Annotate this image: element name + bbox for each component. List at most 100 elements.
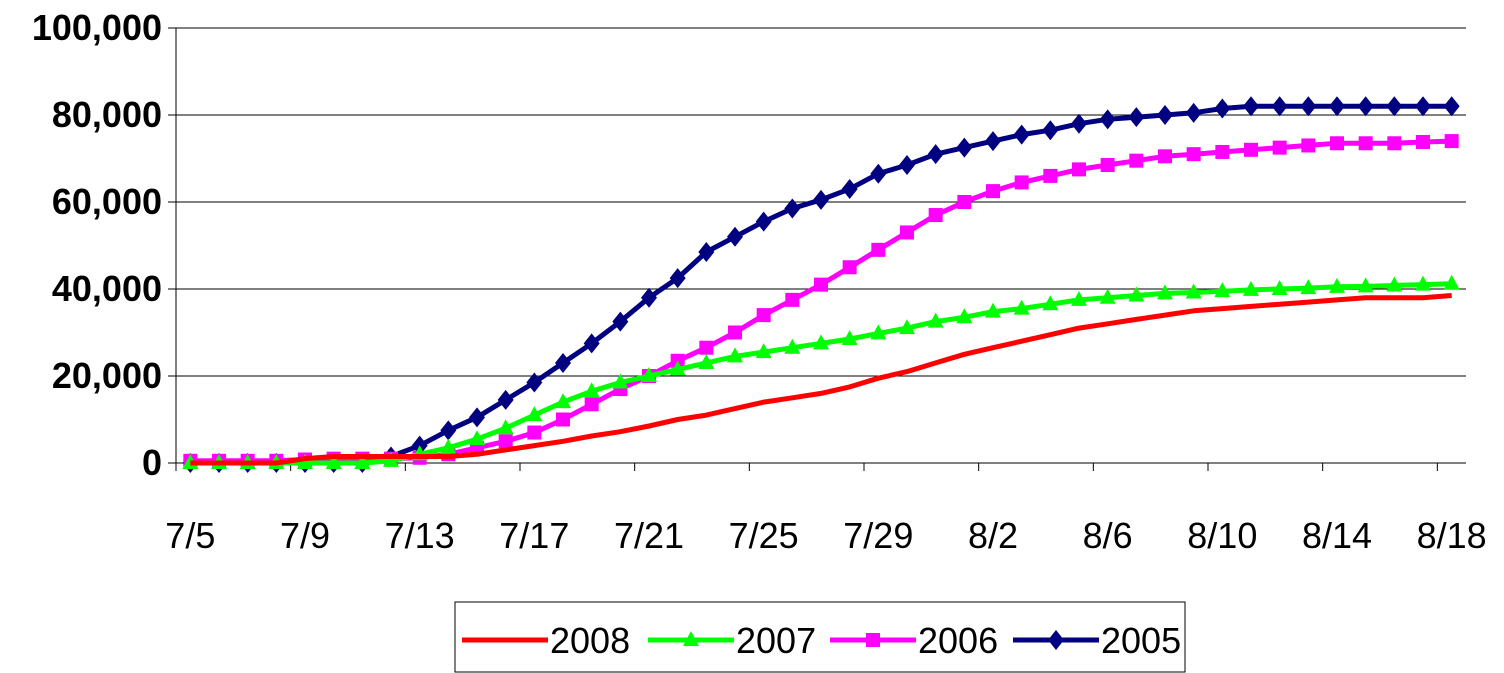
gridlines (168, 27, 1466, 464)
data-point-2007 (1300, 279, 1317, 295)
data-point-2005 (841, 178, 858, 199)
data-point-2006 (986, 184, 1000, 199)
data-point-2007 (469, 430, 485, 446)
data-point-2005 (985, 131, 1001, 152)
series-2008 (190, 293, 1452, 466)
data-point-2005 (583, 333, 600, 354)
legend-marker (683, 631, 699, 646)
data-point-2005 (1157, 105, 1173, 125)
data-point-2005 (1042, 120, 1059, 141)
legend-marker (1048, 630, 1064, 650)
data-point-2006 (1358, 136, 1373, 151)
data-point-2007 (956, 308, 973, 324)
y-tick-label: 80,000 (52, 94, 162, 135)
data-point-2007 (698, 353, 715, 369)
data-point-2006 (842, 260, 857, 275)
legend-label: 2005 (1101, 620, 1181, 661)
data-point-2007 (870, 324, 887, 340)
data-point-2007 (784, 338, 801, 354)
series-line-2008 (190, 293, 1452, 466)
x-tick-labels: 7/5 7/9 7/13 7/17 7/21 7/25 7/29 8/2 8/6 8/10 8/14… (165, 515, 1486, 556)
data-point-2005 (727, 226, 743, 247)
y-tick-label: 20,000 (52, 355, 162, 396)
legend: 2008 2007 2006 2005 (454, 601, 1186, 673)
x-tick-label: 8/10 (1187, 515, 1257, 556)
data-point-2005 (497, 389, 514, 410)
data-point-2006 (1244, 142, 1258, 157)
data-point-2006 (756, 308, 771, 323)
data-point-2005 (612, 311, 629, 332)
data-point-2007 (641, 367, 657, 382)
x-tick-label: 7/17 (499, 515, 569, 556)
data-point-2006 (1301, 138, 1316, 153)
data-point-2007 (1013, 299, 1030, 315)
data-point-2006 (699, 340, 714, 355)
data-point-2006 (498, 434, 513, 449)
data-point-2005 (899, 155, 915, 176)
data-point-2005 (1214, 98, 1231, 119)
x-tick-label: 8/6 (1083, 515, 1133, 556)
data-point-2006 (1272, 140, 1287, 155)
data-point-2007 (1185, 283, 1202, 299)
series-line-2006 (190, 138, 1452, 464)
data-point-2005 (1415, 96, 1431, 117)
x-tick-label: 7/25 (729, 515, 799, 556)
x-tick-label: 7/13 (385, 515, 455, 556)
data-point-2007 (1157, 284, 1173, 300)
y-tick-label: 0 (142, 442, 162, 483)
data-point-2006 (584, 397, 599, 412)
x-tick-label: 7/21 (614, 515, 684, 556)
data-point-2007 (755, 343, 772, 359)
data-point-2007 (583, 382, 600, 398)
data-point-2006 (1129, 153, 1144, 168)
data-point-2007 (1214, 282, 1231, 298)
data-point-2006 (900, 225, 914, 240)
data-point-2006 (1330, 136, 1344, 151)
data-point-2006 (1215, 144, 1230, 159)
data-point-2007 (1243, 280, 1259, 296)
series-line-2007 (190, 281, 1452, 466)
data-point-2005 (1099, 109, 1116, 130)
x-tick-label: 7/9 (280, 515, 330, 556)
data-point-2007 (1071, 290, 1087, 306)
y-tick-label: 40,000 (52, 268, 162, 309)
data-point-2005 (784, 198, 801, 219)
data-point-2006 (556, 412, 570, 427)
axes (175, 28, 1466, 471)
data-point-2005 (755, 211, 772, 232)
data-point-2007 (813, 334, 829, 350)
y-tick-labels: 0 20,000 40,000 60,000 80,000 100,000 (32, 7, 162, 483)
data-point-2005 (1071, 113, 1087, 134)
legend-label: 2006 (918, 620, 998, 661)
data-point-2005 (469, 407, 485, 428)
x-tick-label: 7/29 (843, 515, 913, 556)
data-point-2005 (1357, 96, 1374, 117)
data-point-2006 (1014, 175, 1029, 190)
data-point-2005 (1128, 107, 1145, 128)
data-point-2006 (728, 325, 742, 340)
data-point-2007 (1415, 275, 1431, 291)
data-point-2007 (440, 438, 457, 454)
data-point-2005 (956, 137, 973, 158)
data-point-2005 (927, 144, 944, 165)
legend-item-2007: 2007 (648, 620, 816, 661)
legend-label: 2008 (550, 620, 630, 661)
data-point-2007 (1329, 277, 1345, 293)
data-point-2007 (497, 419, 514, 435)
data-point-2007 (1128, 286, 1145, 302)
series-lines (182, 96, 1460, 473)
data-point-2005 (1300, 96, 1317, 117)
data-point-2005 (1243, 96, 1259, 117)
series-2006 (183, 134, 1459, 468)
data-point-2007 (526, 406, 543, 422)
data-point-2007 (354, 454, 371, 469)
data-point-2007 (841, 330, 858, 346)
data-point-2006 (1416, 134, 1430, 149)
data-point-2006 (1072, 162, 1086, 177)
data-point-2005 (1329, 96, 1345, 117)
y-tick-label: 60,000 (52, 181, 162, 222)
data-point-2005 (1386, 96, 1403, 117)
data-point-2007 (325, 454, 342, 469)
data-point-2007 (927, 312, 944, 328)
